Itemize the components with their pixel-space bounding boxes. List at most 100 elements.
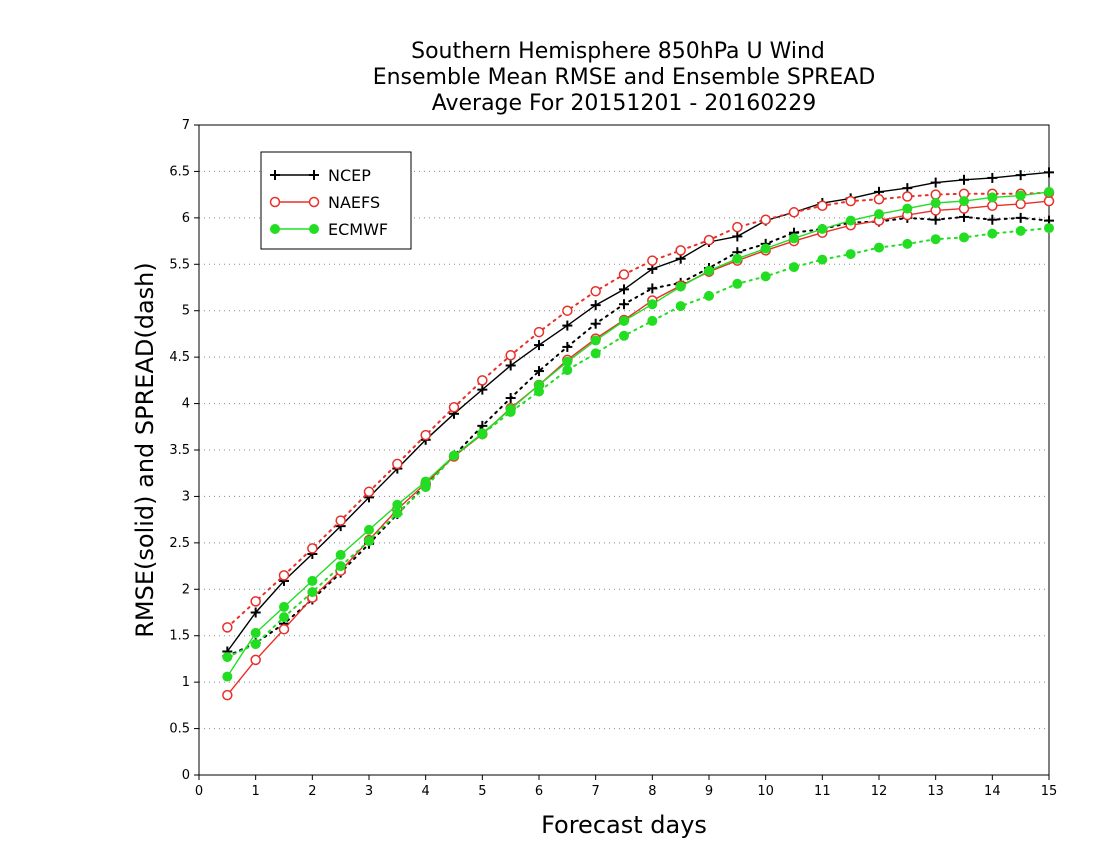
x-tick-label-14: 14 (984, 784, 1001, 799)
ncep-spread-line (226, 215, 1050, 658)
ecmwf-rmse-point (1044, 186, 1054, 197)
ncep-spread-point (987, 214, 998, 225)
ncep-spread-point (619, 299, 629, 310)
ecmwf-rmse-point (279, 601, 289, 612)
series-ncep (222, 167, 1054, 662)
ncep-rmse-point (1044, 167, 1054, 178)
ncep-rmse-point (930, 177, 941, 188)
legend-item-ecmwf: ECMWF (270, 220, 388, 239)
ncep-rmse-point (987, 172, 998, 183)
ecmwf-spread-point (392, 508, 403, 519)
ecmwf-spread-point (874, 242, 884, 253)
ecmwf-spread-point (477, 429, 488, 440)
y-axis-label: RMSE(solid) and SPREAD(dash) (131, 262, 159, 638)
x-tick-label-4: 4 (422, 784, 430, 799)
x-tick-label-15: 15 (1041, 784, 1058, 799)
y-tick-label-0: 0 (182, 768, 190, 783)
x-tick-label-0: 0 (195, 784, 203, 799)
naefs-spread-point (817, 200, 828, 212)
ecmwf-spread-point (364, 536, 374, 546)
naefs-spread-point (505, 350, 516, 361)
ecmwf-spread-point (505, 406, 516, 417)
ecmwf-rmse-line (226, 191, 1050, 677)
ncep-rmse-point (590, 300, 601, 311)
naefs-spread-point (590, 285, 601, 297)
ncep-rmse-point (1015, 170, 1026, 181)
ecmwf-spread-point (987, 228, 998, 239)
ncep-rmse-point (732, 231, 743, 242)
naefs-spread-point (392, 458, 403, 470)
x-tick-label-12: 12 (871, 784, 888, 799)
naefs-spread-point (222, 622, 233, 633)
x-tick-label-10: 10 (757, 784, 774, 799)
series-ecmwf (222, 186, 1054, 682)
plot-frame (198, 124, 1050, 776)
naefs-spread-point (533, 326, 545, 338)
legend-marker-ncep (270, 170, 280, 180)
ecmwf-spread-point (1044, 223, 1054, 234)
ecmwf-spread-point (250, 639, 261, 650)
ecmwf-spread-point (647, 315, 658, 326)
ecmwf-spread-point (902, 238, 913, 249)
naefs-spread-point (448, 402, 460, 413)
naefs-spread-point (363, 486, 375, 498)
naefs-rmse-point (222, 689, 233, 701)
ecmwf-rmse-point (590, 335, 601, 346)
chart-title: Southern Hemisphere 850hPa U Wind Ensemb… (373, 39, 876, 116)
naefs-spread-point (618, 269, 630, 280)
ecmwf-spread-point (959, 232, 969, 243)
legend-label-ecmwf: ECMWF (328, 220, 388, 239)
naefs-spread-point (930, 189, 941, 200)
legend-marker-naefs (269, 196, 281, 208)
ecmwf-spread-point (279, 612, 289, 623)
ecmwf-rmse-point (675, 281, 686, 292)
y-tick-label-3.5: 3.5 (169, 443, 190, 458)
x-tick-label-2: 2 (308, 784, 316, 799)
legend-label-naefs: NAEFS (328, 193, 380, 212)
chart-title-line-2: Ensemble Mean RMSE and Ensemble SPREAD (373, 65, 876, 90)
ecmwf-spread-point (675, 301, 686, 312)
ncep-rmse-point (505, 360, 516, 371)
ecmwf-rmse-point (930, 198, 941, 208)
naefs-spread-point (902, 191, 913, 202)
ncep-rmse-point (534, 340, 544, 351)
naefs-rmse-point (278, 623, 290, 635)
x-axis-label: Forecast days (541, 811, 707, 839)
naefs-spread-point (250, 596, 261, 607)
ecmwf-spread-point (420, 482, 431, 493)
x-tick-label-11: 11 (814, 784, 831, 799)
ecmwf-spread-point (335, 561, 346, 572)
y-tick-label-2.5: 2.5 (169, 536, 190, 551)
x-tick-label-6: 6 (535, 784, 543, 799)
ecmwf-rmse-point (307, 575, 318, 586)
ecmwf-spread-point (449, 450, 459, 461)
ncep-spread-point (534, 366, 544, 377)
ecmwf-spread-point (534, 386, 544, 397)
ecmwf-spread-point (930, 234, 941, 245)
naefs-rmse-point (987, 200, 998, 212)
ecmwf-rmse-point (845, 215, 856, 226)
naefs-rmse-point (250, 654, 261, 666)
series-group (222, 167, 1055, 701)
ecmwf-spread-point (817, 254, 828, 265)
ecmwf-rmse-point (760, 243, 771, 254)
x-tick-label-13: 13 (927, 784, 944, 799)
ecmwf-spread-point (789, 262, 799, 273)
ecmwf-spread-point (619, 330, 629, 341)
y-tick-label-2: 2 (182, 582, 190, 597)
naefs-spread-point (845, 195, 856, 207)
ecmwf-spread-point (562, 365, 573, 376)
ncep-spread-point (505, 393, 516, 403)
ncep-rmse-point (619, 284, 629, 295)
ecmwf-spread-point (590, 348, 601, 359)
ncep-spread-point (930, 214, 941, 225)
ecmwf-spread-point (732, 278, 743, 289)
legend-item-naefs: NAEFS (269, 193, 380, 212)
naefs-spread-point (732, 221, 743, 233)
x-tick-label-5: 5 (478, 784, 486, 799)
naefs-spread-point (278, 570, 290, 581)
x-tick-label-3: 3 (365, 784, 373, 799)
x-tick-label-8: 8 (648, 784, 656, 799)
y-tick-label-5.5: 5.5 (169, 257, 190, 272)
ecmwf-rmse-point (902, 203, 913, 214)
